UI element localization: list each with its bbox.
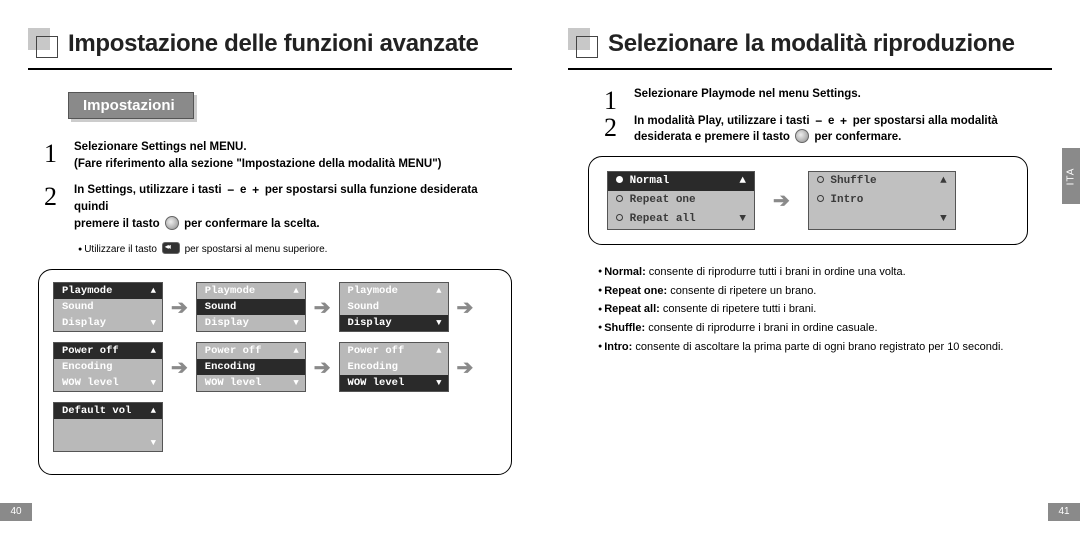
arrow-right-icon: ➔ — [171, 355, 188, 380]
page-title: Impostazione delle funzioni avanzate — [28, 20, 512, 68]
left-step-2: 2 In Settings, utilizzare i tasti − e + … — [38, 182, 512, 232]
screens-row-3: Default vol▲ ▼ — [53, 402, 497, 452]
lcd-screen: Playmode▲ Sound Display▼ — [53, 282, 163, 332]
plus-icon: + — [838, 116, 850, 128]
lcd-screen: Power off▲ Encoding WOW level▼ — [196, 342, 306, 392]
page-number: 40 — [0, 503, 32, 521]
lcd-screen: Default vol▲ ▼ — [53, 402, 163, 452]
page-title: Selezionare la modalità riproduzione — [568, 20, 1052, 68]
plus-icon: + — [250, 185, 262, 197]
title-bar: Selezionare la modalità riproduzione — [568, 20, 1052, 68]
lcd-screen: Playmode▲ Sound Display▼ — [196, 282, 306, 332]
step-number: 2 — [44, 178, 57, 216]
title-decor-icon — [28, 28, 58, 58]
playmode-screen-2: Shuffle▲ Intro ▼ — [808, 171, 956, 230]
arrow-right-icon: ➔ — [314, 295, 331, 320]
page-number: 41 — [1048, 503, 1080, 521]
step1-text: Selezionare Settings nel MENU. — [74, 141, 247, 153]
lcd-screen: Power off▲ Encoding WOW level▼ — [339, 342, 449, 392]
screens-row-1: Playmode▲ Sound Display▼ ➔ Playmode▲ Sou… — [53, 282, 497, 332]
left-screens-panel: Playmode▲ Sound Display▼ ➔ Playmode▲ Sou… — [38, 269, 512, 475]
title-decor-icon — [568, 28, 598, 58]
right-step-2: 2 In modalità Play, utilizzare i tasti −… — [598, 113, 1052, 146]
lcd-screen: Power off▲ Encoding WOW level▼ — [53, 342, 163, 392]
step-number: 1 — [44, 135, 57, 173]
arrow-right-icon: ➔ — [457, 295, 474, 320]
step-number: 2 — [604, 109, 617, 147]
jog-icon — [165, 216, 179, 230]
lcd-screen: Playmode▲ Sound Display▼ — [339, 282, 449, 332]
language-tab: ITA — [1062, 148, 1080, 204]
arrow-right-icon: ➔ — [773, 188, 790, 213]
jog-icon — [795, 129, 809, 143]
screens-row-2: Power off▲ Encoding WOW level▼ ➔ Power o… — [53, 342, 497, 392]
minus-icon: − — [813, 116, 825, 128]
minus-icon: − — [225, 185, 237, 197]
arrow-right-icon: ➔ — [314, 355, 331, 380]
left-note: Utilizzare il tasto per spostarsi al men… — [78, 242, 512, 255]
right-screens-panel: Normal▲ Repeat one Repeat all▼ ➔ Shuffle… — [588, 156, 1028, 245]
rewind-icon — [162, 242, 180, 254]
arrow-right-icon: ➔ — [171, 295, 188, 320]
page-right: Selezionare la modalità riproduzione 1 S… — [540, 0, 1080, 539]
playmode-screen-1: Normal▲ Repeat one Repeat all▼ — [607, 171, 755, 230]
section-heading: Impostazioni — [68, 92, 194, 119]
page-left: Impostazione delle funzioni avanzate Imp… — [0, 0, 540, 539]
playmode-descriptions: Normal: consente di riprodurre tutti i b… — [598, 263, 1052, 356]
title-bar: Impostazione delle funzioni avanzate — [28, 20, 512, 68]
step1-sub: (Fare riferimento alla sezione "Impostaz… — [74, 158, 441, 170]
left-step-1: 1 Selezionare Settings nel MENU. (Fare r… — [38, 139, 512, 172]
right-step-1: 1 Selezionare Playmode nel menu Settings… — [598, 86, 1052, 103]
arrow-right-icon: ➔ — [457, 355, 474, 380]
